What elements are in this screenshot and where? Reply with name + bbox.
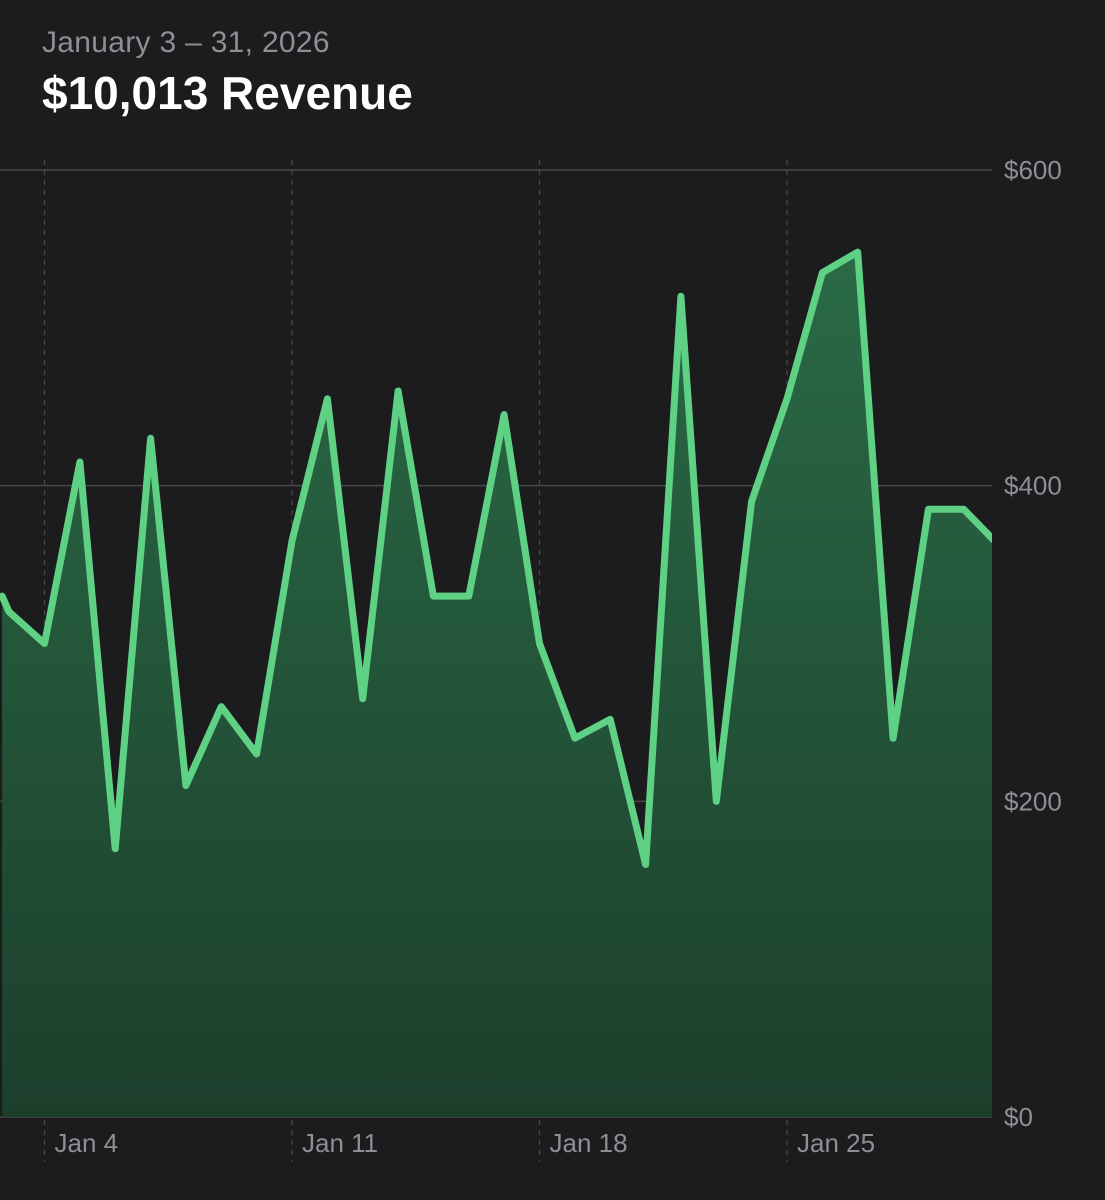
line-layer (0, 248, 992, 868)
y-tick-label: $400 (1004, 471, 1062, 501)
y-tick-label: $600 (1004, 155, 1062, 185)
y-axis: $600 $400 $200 $0 (1004, 155, 1062, 1132)
area-layer (2, 252, 992, 1117)
revenue-area (2, 252, 992, 1117)
y-tick-label: $0 (1004, 1102, 1033, 1132)
y-tick-label: $200 (1004, 786, 1062, 816)
x-axis: Jan 4 Jan 11 Jan 18 Jan 25 (55, 1128, 876, 1158)
x-tick-label: Jan 11 (302, 1128, 378, 1158)
x-tick-label: Jan 4 (55, 1128, 119, 1158)
x-tick-label: Jan 18 (550, 1128, 628, 1158)
date-range: January 3 – 31, 2026 (42, 26, 330, 59)
revenue-line (0, 248, 992, 868)
revenue-title: $10,013 Revenue (42, 67, 413, 119)
x-tick-label: Jan 25 (797, 1128, 875, 1158)
chart-header: January 3 – 31, 2026 $10,013 Revenue (42, 24, 413, 122)
